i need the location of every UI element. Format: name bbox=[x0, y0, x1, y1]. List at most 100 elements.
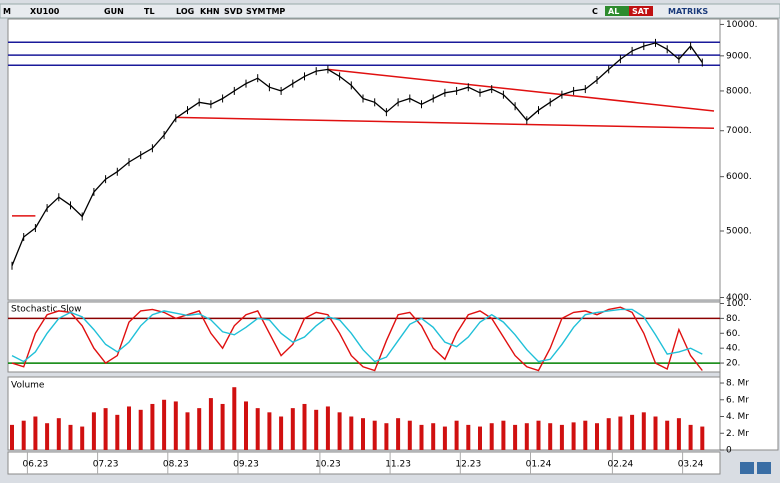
volume-bar bbox=[618, 416, 623, 450]
y-tick-label: 80. bbox=[726, 314, 740, 324]
volume-bar bbox=[208, 398, 213, 450]
volume-bar bbox=[232, 387, 237, 450]
toolbar-item[interactable]: LOG bbox=[176, 7, 194, 16]
volume-bar bbox=[559, 424, 564, 450]
y-tick-label: 20. bbox=[726, 359, 740, 369]
y-tick-label: 5000. bbox=[726, 227, 752, 237]
volume-bar bbox=[548, 423, 553, 450]
toolbar-item[interactable]: SVD bbox=[224, 7, 243, 16]
volume-bar bbox=[606, 418, 611, 450]
y-tick-label: 0 bbox=[726, 446, 732, 456]
y-tick-label: 4. Mr bbox=[726, 412, 749, 422]
volume-bar bbox=[325, 406, 330, 450]
volume-bar bbox=[185, 412, 190, 450]
y-tick-label: 6000. bbox=[726, 172, 752, 182]
volume-bar bbox=[665, 420, 670, 450]
panel-title: Volume bbox=[11, 381, 45, 391]
x-tick-label: 09.23 bbox=[233, 460, 259, 470]
toolbar-button-bg bbox=[605, 6, 629, 16]
volume-bar bbox=[91, 412, 96, 450]
x-tick-label: 03.24 bbox=[678, 460, 704, 470]
x-tick-label: 01.24 bbox=[526, 460, 552, 470]
toolbar-item[interactable]: TL bbox=[144, 7, 155, 16]
y-tick-label: 7000. bbox=[726, 126, 752, 136]
x-tick-label: 08.23 bbox=[163, 460, 189, 470]
toolbar-item[interactable]: TMP bbox=[266, 7, 285, 16]
nav-button[interactable] bbox=[740, 462, 754, 474]
volume-bar bbox=[56, 418, 61, 450]
volume-bar bbox=[45, 423, 50, 450]
x-tick-label: 11.23 bbox=[385, 460, 411, 470]
volume-bar bbox=[361, 418, 365, 450]
volume-bar bbox=[688, 424, 693, 450]
volume-bar bbox=[700, 426, 705, 450]
volume-bar bbox=[641, 412, 646, 450]
volume-bar bbox=[33, 416, 38, 450]
trend-line bbox=[175, 116, 715, 129]
volume-bar bbox=[653, 416, 658, 450]
trend-line bbox=[327, 68, 715, 112]
volume-bar bbox=[314, 409, 319, 450]
toolbar-item[interactable]: M bbox=[3, 7, 11, 16]
volume-bar bbox=[384, 423, 389, 450]
volume-bar bbox=[279, 416, 284, 450]
x-tick-label: 10.23 bbox=[315, 460, 341, 470]
volume-bar bbox=[583, 420, 588, 450]
toolbar-item[interactable]: C bbox=[592, 7, 598, 16]
volume-bar bbox=[127, 406, 131, 450]
toolbar-item[interactable]: MATRIKS bbox=[668, 7, 708, 16]
volume-bar bbox=[524, 423, 529, 450]
volume-bar bbox=[431, 423, 436, 450]
volume-bar bbox=[10, 424, 14, 450]
stoch-panel bbox=[7, 301, 721, 373]
y-tick-label: 40. bbox=[726, 344, 740, 354]
volume-bar bbox=[571, 422, 576, 450]
toolbar-item[interactable]: SAT bbox=[632, 7, 649, 16]
axis-column bbox=[719, 18, 779, 451]
volume-bar bbox=[21, 420, 26, 450]
nav-button[interactable] bbox=[757, 462, 771, 474]
panel-title: Stochastic.Slow bbox=[11, 305, 82, 315]
volume-bar bbox=[68, 424, 73, 450]
volume-bar bbox=[489, 423, 494, 450]
y-tick-label: 8. Mr bbox=[726, 379, 749, 389]
volume-bar bbox=[220, 403, 225, 450]
volume-bar bbox=[337, 412, 342, 450]
toolbar-item[interactable]: KHN bbox=[200, 7, 220, 16]
volume-bar bbox=[442, 426, 447, 450]
y-tick-label: 100. bbox=[726, 299, 746, 309]
volume-bar bbox=[478, 426, 482, 450]
toolbar-item[interactable]: GUN bbox=[104, 7, 124, 16]
y-tick-label: 2. Mr bbox=[726, 429, 749, 439]
toolbar-item[interactable]: XU100 bbox=[30, 7, 60, 16]
volume-bar bbox=[454, 420, 459, 450]
y-tick-label: 8000. bbox=[726, 86, 752, 96]
volume-bar bbox=[419, 424, 424, 450]
toolbar-item[interactable]: AL bbox=[608, 7, 619, 16]
volume-bar bbox=[244, 401, 248, 450]
y-tick-label: 6. Mr bbox=[726, 395, 749, 405]
price-panel bbox=[7, 18, 721, 301]
volume-bar bbox=[138, 409, 143, 450]
toolbar-button-bg bbox=[629, 6, 653, 16]
series-line bbox=[11, 42, 703, 266]
volume-bar bbox=[501, 420, 506, 450]
x-tick-label: 12.23 bbox=[455, 460, 481, 470]
volume-bar bbox=[80, 426, 85, 450]
toolbar-item[interactable]: SYM bbox=[246, 7, 266, 16]
volume-bar bbox=[466, 424, 471, 450]
volume-bar bbox=[595, 423, 599, 450]
y-tick-label: 60. bbox=[726, 329, 740, 339]
toolbar bbox=[0, 3, 780, 19]
x-tick-label: 02.24 bbox=[608, 460, 634, 470]
x-axis-band bbox=[7, 451, 721, 475]
volume-bar bbox=[173, 401, 178, 450]
series-line bbox=[11, 306, 703, 372]
volume-bar bbox=[513, 424, 518, 450]
y-tick-label: 4000. bbox=[726, 293, 752, 303]
volume-bar bbox=[302, 403, 307, 450]
y-tick-label: 9000. bbox=[726, 51, 752, 61]
y-tick-label: 10000. bbox=[726, 20, 758, 30]
volume-bar bbox=[290, 408, 295, 450]
